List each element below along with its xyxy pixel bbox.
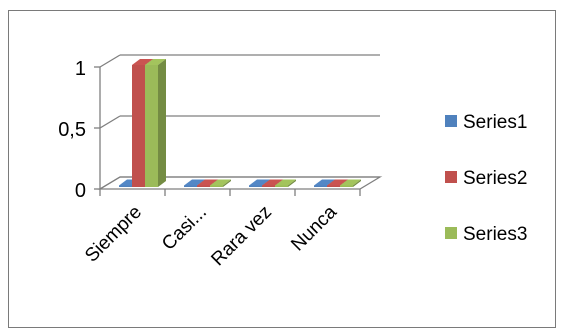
legend-item-series3: Series3: [445, 224, 527, 245]
legend-swatch: [445, 171, 457, 183]
bar-series3-1: [210, 179, 231, 187]
bar-series3-3: [340, 179, 361, 187]
bar-series3-0: [145, 59, 166, 187]
legend-label: Series1: [463, 112, 527, 133]
x-tick-label: Rara vez: [207, 202, 276, 271]
y-tick-label: 0: [75, 180, 86, 202]
x-tick-label: Nunca: [287, 201, 341, 255]
x-tick-label: Siempre: [81, 202, 146, 267]
gridline: [94, 54, 380, 68]
legend-label: Series3: [463, 224, 527, 245]
legend-item-series2: Series2: [445, 168, 527, 189]
legend-item-series1: Series1: [445, 112, 527, 133]
legend-label: Series2: [463, 168, 527, 189]
chart-frame: [8, 10, 556, 328]
legend-swatch: [445, 227, 457, 239]
legend-swatch: [445, 115, 457, 127]
y-tick-label: 1: [75, 58, 86, 80]
bar-series3-2: [275, 179, 296, 187]
x-tick-label: Casi...: [158, 202, 211, 255]
y-tick-label: 0,5: [58, 119, 86, 141]
